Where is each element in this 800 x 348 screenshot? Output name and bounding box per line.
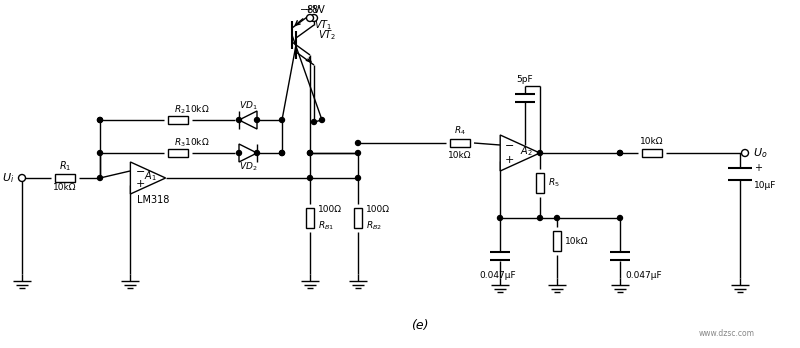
Text: 0.047μF: 0.047μF [625,271,662,280]
Circle shape [254,118,259,122]
Bar [55,174,75,182]
Text: 100Ω: 100Ω [318,206,342,214]
Circle shape [310,15,318,22]
Text: 5pF: 5pF [517,76,534,85]
Circle shape [279,150,285,156]
Polygon shape [130,162,166,194]
Bar [553,231,561,251]
Circle shape [18,174,26,182]
Text: $VT_1$: $VT_1$ [314,18,332,32]
Circle shape [306,15,314,22]
Text: $VT_2$: $VT_2$ [318,28,336,42]
Text: $R_{B1}$: $R_{B1}$ [318,220,334,232]
Text: $VD_1$: $VD_1$ [238,100,258,112]
Circle shape [554,215,559,221]
Text: −8V: −8V [299,5,321,15]
Text: 100Ω: 100Ω [366,206,390,214]
Bar [450,139,470,147]
Circle shape [279,150,285,156]
Text: $R_5$: $R_5$ [548,177,560,189]
Text: $U_o$: $U_o$ [753,146,767,160]
Text: www.dzsc.com: www.dzsc.com [699,329,755,338]
Bar [168,149,188,157]
Text: +: + [754,163,762,173]
Circle shape [98,118,102,122]
Circle shape [307,175,313,181]
Circle shape [279,118,285,122]
Circle shape [742,150,749,157]
Text: $R_4$: $R_4$ [454,125,466,137]
Text: 0.047μF: 0.047μF [480,271,516,280]
Text: $A_1$: $A_1$ [144,169,156,183]
Text: $VD_2$: $VD_2$ [238,161,258,173]
Polygon shape [239,144,257,162]
Bar [536,173,544,193]
Text: +: + [135,180,145,189]
Bar [168,116,188,124]
Polygon shape [239,111,257,129]
Text: 10μF: 10μF [754,182,776,190]
Circle shape [98,150,102,156]
Text: $U_i$: $U_i$ [2,171,14,185]
Circle shape [538,215,542,221]
Circle shape [254,150,259,156]
Circle shape [98,118,102,122]
Text: LM318: LM318 [137,195,169,205]
Circle shape [237,118,242,122]
Circle shape [319,118,325,122]
Text: 10kΩ: 10kΩ [448,150,472,159]
Text: +: + [506,155,514,165]
Text: $R_2$10kΩ: $R_2$10kΩ [174,104,210,116]
Text: $R_{B2}$: $R_{B2}$ [366,220,382,232]
Text: 10kΩ: 10kΩ [565,237,589,245]
Circle shape [538,150,542,156]
Text: $A_2$: $A_2$ [520,144,532,158]
Circle shape [355,141,361,145]
Text: 10kΩ: 10kΩ [54,183,77,192]
Text: $R_3$10kΩ: $R_3$10kΩ [174,137,210,149]
Circle shape [307,150,313,156]
Circle shape [355,175,361,181]
Bar [642,149,662,157]
Circle shape [498,215,502,221]
Circle shape [311,119,317,125]
Circle shape [618,150,622,156]
Text: 10kΩ: 10kΩ [640,136,664,145]
Text: (e): (e) [411,319,429,332]
Bar [306,208,314,228]
Bar [354,208,362,228]
Text: −: − [135,167,145,176]
Circle shape [355,150,361,156]
Text: +8V: +8V [304,5,324,15]
Circle shape [307,150,313,156]
Polygon shape [500,135,540,171]
Circle shape [618,150,622,156]
Text: $R_1$: $R_1$ [59,159,71,173]
Text: −: − [506,141,514,151]
Circle shape [237,150,242,156]
Circle shape [98,175,102,181]
Circle shape [618,215,622,221]
